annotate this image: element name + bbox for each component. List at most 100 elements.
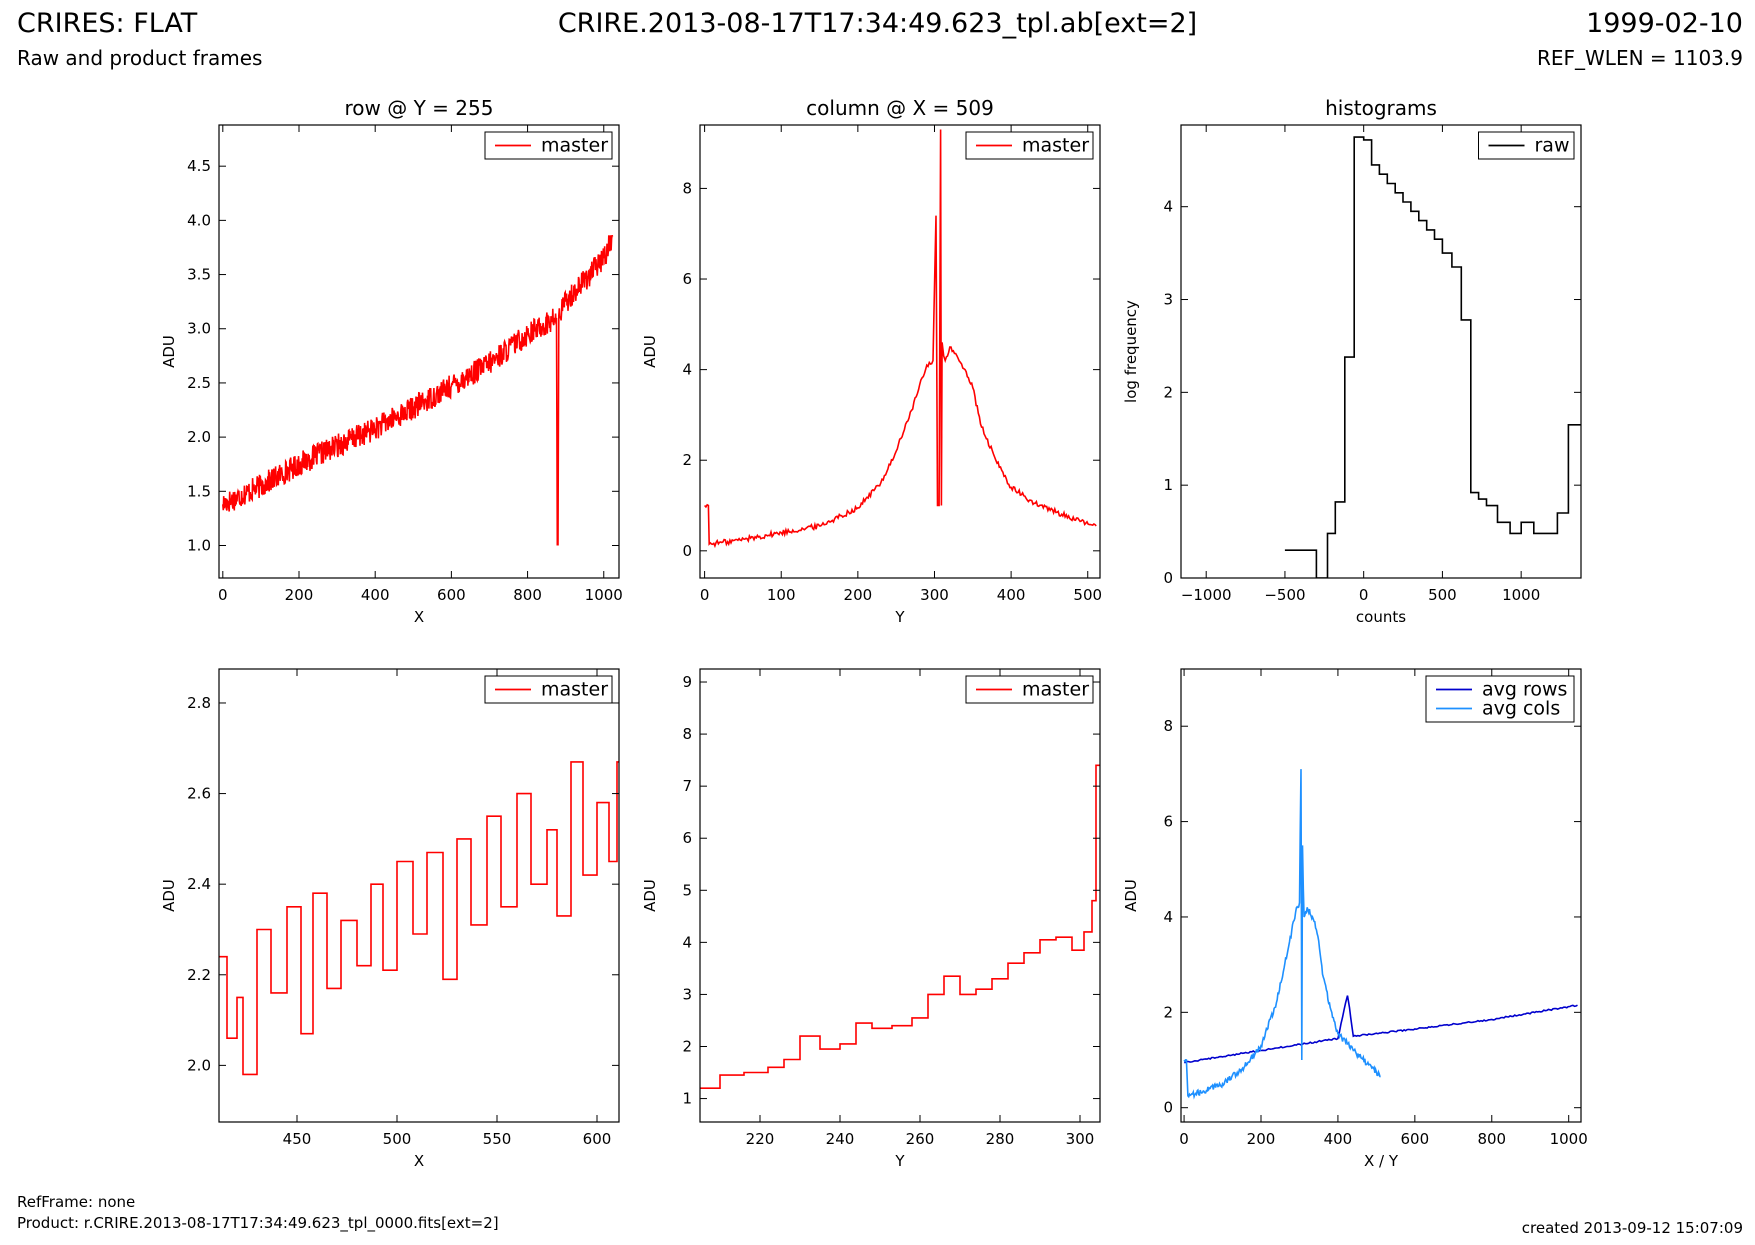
x-tick-label: 200	[844, 586, 873, 604]
x-tick-label: 0	[700, 586, 710, 604]
x-tick-label: 400	[1324, 1130, 1353, 1148]
x-tick-label: 550	[483, 1130, 512, 1148]
y-tick-label: 1	[1163, 476, 1173, 494]
y-tick-label: 2	[1163, 383, 1173, 401]
panel-column: 0 100 200 300 400 500 0 2 4 6 8 column @ X = 509 Y AD…	[641, 96, 1102, 626]
x-tick-label: 400	[361, 586, 390, 604]
y-tick-label: 0	[1163, 569, 1173, 587]
x-tick-label: 200	[285, 586, 314, 604]
y-tick-label: 2.6	[187, 785, 211, 803]
panel-title: column @ X = 509	[806, 96, 994, 120]
y-tick-label: 2	[682, 1038, 692, 1056]
y-tick-label: 8	[682, 179, 692, 197]
y-tick-label: 2.8	[187, 694, 211, 712]
y-tick-label: 1.0	[187, 536, 211, 554]
series-line-master	[700, 764, 1100, 1089]
y-tick-label: 4	[682, 361, 692, 379]
x-tick-label: 600	[1401, 1130, 1430, 1148]
x-tick-label: 260	[906, 1130, 935, 1148]
x-tick-label: 800	[513, 586, 542, 604]
y-tick-label: 2.5	[187, 374, 211, 392]
x-tick-label: 1000	[585, 586, 623, 604]
y-axis-label: ADU	[1122, 879, 1140, 912]
legend-label: master	[541, 679, 608, 701]
plot-frame	[1180, 668, 1582, 1123]
y-tick-label: 2.4	[187, 875, 211, 893]
y-tick-label: 2.2	[187, 966, 211, 984]
legend-label: raw	[1535, 135, 1570, 157]
y-axis-label: ADU	[160, 335, 178, 368]
x-tick-label: 500	[383, 1130, 412, 1148]
date-label: 1999-02-10	[1586, 8, 1743, 39]
x-tick-label: −500	[1264, 586, 1305, 604]
legend: master	[965, 675, 1094, 704]
x-tick-label: 800	[1477, 1130, 1506, 1148]
plot-frame	[1180, 124, 1582, 579]
legend-label: avg cols	[1482, 698, 1560, 720]
file-title: CRIRE.2013-08-17T17:34:49.623_tpl.ab[ext…	[557, 8, 1198, 39]
x-tick-label: 400	[997, 586, 1026, 604]
y-tick-label: 2	[1163, 1003, 1173, 1021]
x-tick-label: 300	[920, 586, 949, 604]
x-tick-label: 300	[1066, 1130, 1095, 1148]
y-tick-label: 6	[1163, 813, 1173, 831]
ref-frame-label: RefFrame: none	[17, 1193, 136, 1211]
x-tick-label: 600	[583, 1130, 612, 1148]
plot-frame	[218, 668, 620, 1123]
y-tick-label: 7	[682, 777, 692, 795]
created-label: created 2013-09-12 15:07:09	[1521, 1219, 1743, 1237]
x-axis-label: X	[414, 1152, 424, 1170]
y-axis-label: ADU	[160, 879, 178, 912]
x-tick-label: 500	[1428, 586, 1457, 604]
panel-title: row @ Y = 255	[345, 96, 494, 120]
y-tick-label: 4.5	[187, 157, 211, 175]
x-axis-label: Y	[894, 608, 905, 626]
y-tick-label: 8	[1163, 717, 1173, 735]
y-tick-label: 2	[682, 451, 692, 469]
y-tick-label: 4.0	[187, 211, 211, 229]
y-axis-label: log frequency	[1122, 300, 1140, 403]
y-tick-label: 8	[682, 725, 692, 743]
panel-row-zoom: 450 500 550 600 2.0 2.2 2.4 2.6 2.8 X ADU master	[160, 668, 620, 1170]
x-axis-label: X / Y	[1364, 1152, 1399, 1170]
panel-title: histograms	[1325, 96, 1437, 120]
y-tick-label: 3	[1163, 291, 1173, 309]
y-axis-label: ADU	[641, 879, 659, 912]
x-tick-label: 100	[767, 586, 796, 604]
product-label: Product: r.CRIRE.2013-08-17T17:34:49.623…	[17, 1214, 499, 1232]
legend: master	[965, 131, 1094, 160]
y-tick-label: 4	[682, 933, 692, 951]
ref-wlen-label: REF_WLEN = 1103.9	[1536, 46, 1743, 70]
plot-frame	[699, 124, 1101, 579]
legend-box	[1425, 675, 1575, 723]
x-axis-label: Y	[894, 1152, 905, 1170]
y-tick-label: 1	[682, 1090, 692, 1108]
series-line-master	[219, 761, 619, 1076]
x-tick-label: 500	[1073, 586, 1102, 604]
series-line-master	[704, 129, 1097, 549]
x-tick-label: 280	[986, 1130, 1015, 1148]
x-tick-label: 600	[437, 586, 466, 604]
y-tick-label: 5	[682, 881, 692, 899]
y-tick-label: 4	[1163, 908, 1173, 926]
x-tick-label: 1000	[1502, 586, 1540, 604]
y-tick-label: 1.5	[187, 482, 211, 500]
series-line-master	[222, 234, 614, 546]
x-tick-label: 0	[1179, 1130, 1189, 1148]
x-tick-label: −1000	[1181, 586, 1232, 604]
panel-row: 0 200 400 600 800 1000 1.0 1.5 2.0 2.5 3.0 3.5 4.0 4.…	[160, 96, 623, 626]
legend: master	[484, 131, 613, 160]
y-tick-label: 0	[682, 542, 692, 560]
y-tick-label: 0	[1163, 1099, 1173, 1117]
series-line-raw	[1284, 136, 1581, 578]
x-tick-label: 0	[218, 586, 228, 604]
panel-averages: 0 200 400 600 800 1000 0 2 4 6 8 X / Y ADU avg rowsav…	[1122, 668, 1588, 1170]
y-axis-label: ADU	[641, 335, 659, 368]
panel-histograms: −1000 −500 0 500 1000 0 1 2 3 4 histograms counts lo…	[1122, 96, 1582, 626]
legend: master	[484, 675, 613, 704]
x-axis-label: counts	[1356, 608, 1406, 626]
legend-label: avg rows	[1482, 679, 1567, 701]
y-tick-label: 3.5	[187, 266, 211, 284]
